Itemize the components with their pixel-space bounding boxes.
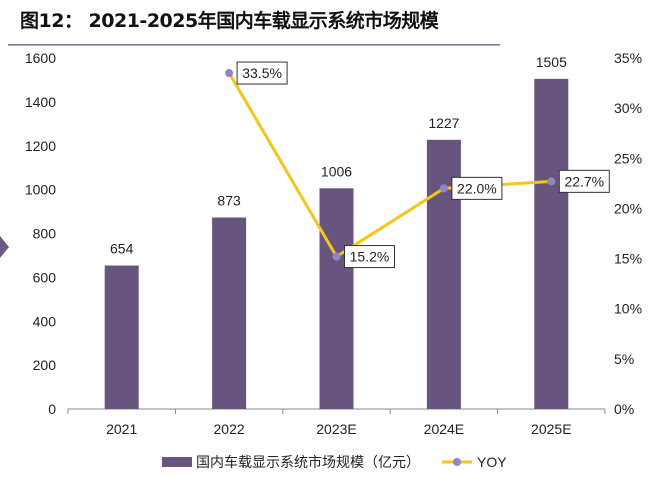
y-right-tick-label: 10% xyxy=(614,301,642,317)
yoy-point xyxy=(332,252,341,261)
x-tick-label: 2024E xyxy=(424,421,464,437)
title-divider xyxy=(8,44,500,46)
bar-data-label: 1006 xyxy=(321,163,352,179)
yoy-point xyxy=(547,177,556,186)
y-right-tick-label: 35% xyxy=(614,50,642,66)
bar-data-label: 1227 xyxy=(428,115,459,131)
y-left-tick-label: 1200 xyxy=(25,138,56,154)
x-tick-label: 2025E xyxy=(531,421,571,437)
x-tick-label: 2021 xyxy=(106,421,137,437)
chart-title: 图12： 2021-2025年国内车载显示系统市场规模 xyxy=(20,10,439,32)
yoy-data-label: 33.5% xyxy=(242,65,282,81)
y-left-tick-label: 400 xyxy=(33,313,57,329)
yoy-point xyxy=(439,184,448,193)
y-right-tick-label: 20% xyxy=(614,200,642,216)
y-left-tick-label: 1000 xyxy=(25,182,56,198)
y-right-tick-label: 5% xyxy=(614,351,634,367)
yoy-data-label: 15.2% xyxy=(350,249,390,265)
yoy-data-label: 22.0% xyxy=(457,180,497,196)
bar xyxy=(319,188,354,409)
bar-data-label: 1505 xyxy=(536,54,567,70)
bar xyxy=(212,217,247,409)
y-right-tick-label: 30% xyxy=(614,100,642,116)
yoy-label-box xyxy=(344,245,395,269)
yoy-label-box xyxy=(236,61,288,85)
y-right-tick-label: 25% xyxy=(614,150,642,166)
yoy-line xyxy=(227,72,552,259)
y-left-tick-label: 200 xyxy=(33,357,57,373)
x-tick-label: 2023E xyxy=(316,421,356,437)
bar-data-label: 654 xyxy=(110,241,134,257)
y-right-tick-label: 15% xyxy=(614,251,642,267)
yoy-label-box xyxy=(451,176,503,200)
legend-bar-label: 国内车载显示系统市场规模（亿元） xyxy=(196,454,420,470)
yoy-point xyxy=(225,69,234,78)
yoy-data-label: 22.7% xyxy=(564,173,604,189)
legend-line-label: YOY xyxy=(477,454,507,470)
legend-line-marker xyxy=(453,458,461,466)
yoy-label-box xyxy=(558,169,610,193)
y-left-tick-label: 800 xyxy=(33,226,57,242)
x-tick-label: 2022 xyxy=(214,421,245,437)
bar xyxy=(104,265,139,409)
y-right-tick-label: 0% xyxy=(614,401,634,417)
y-left-tick-label: 0 xyxy=(48,401,56,417)
y-left-tick-label: 600 xyxy=(33,269,57,285)
y-left-tick-label: 1600 xyxy=(25,50,56,66)
legend-bar-swatch xyxy=(162,457,192,467)
bar xyxy=(534,78,569,409)
bar-data-label: 873 xyxy=(217,192,241,208)
side-marker xyxy=(0,236,9,258)
y-left-tick-label: 1400 xyxy=(25,94,56,110)
